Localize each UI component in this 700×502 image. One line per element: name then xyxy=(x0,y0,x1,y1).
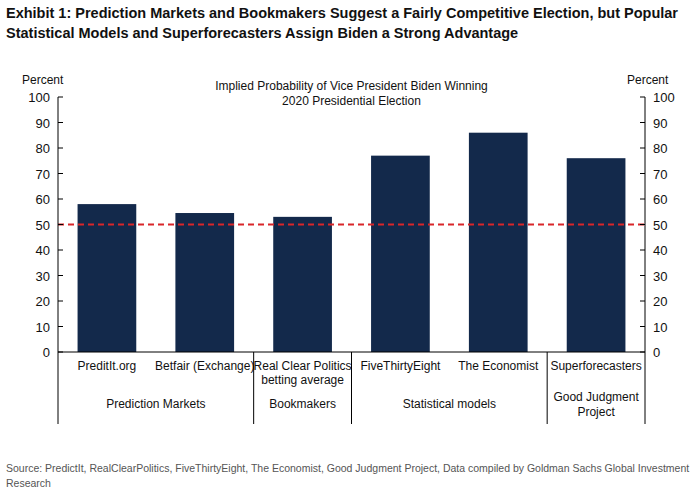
y-tick-label: 20 xyxy=(36,294,50,309)
bar xyxy=(371,156,430,352)
group-label: Prediction Markets xyxy=(106,397,205,411)
y2-tick-label: 60 xyxy=(653,192,667,207)
y-tick xyxy=(58,250,63,251)
y2-tick-label: 30 xyxy=(653,269,667,284)
group-separator xyxy=(547,352,548,424)
y-tick-label: 50 xyxy=(36,218,50,233)
y2-tick xyxy=(640,352,645,353)
y-tick-label: 90 xyxy=(36,116,50,131)
group-label: Statistical models xyxy=(403,397,496,411)
x-tick-label: Real Clear Politicsbetting average xyxy=(254,359,352,387)
bar xyxy=(78,204,137,352)
group-separator xyxy=(645,352,646,424)
plot-area xyxy=(58,133,645,352)
y2-tick xyxy=(640,250,645,251)
group-label: Bookmakers xyxy=(269,397,336,411)
bar xyxy=(175,213,234,352)
y2-tick-label: 100 xyxy=(653,90,675,105)
title: Exhibit 1: Prediction Markets and Bookma… xyxy=(6,5,678,41)
group-separator xyxy=(58,352,59,424)
y2-tick xyxy=(640,97,645,98)
y-axis-label: Percent xyxy=(22,73,64,87)
group-separator xyxy=(351,352,352,424)
y-tick xyxy=(58,199,63,200)
chart: Exhibit 1: Prediction Markets and Bookma… xyxy=(0,0,700,502)
y-tick xyxy=(58,275,63,276)
y-tick xyxy=(58,224,63,225)
y2-tick-label: 0 xyxy=(653,345,660,360)
y-tick xyxy=(58,326,63,327)
y-tick xyxy=(58,352,63,353)
x-tick-label: FiveThirtyEight xyxy=(360,359,441,373)
y-tick xyxy=(58,97,63,98)
y-tick-label: 10 xyxy=(36,320,50,335)
x-tick-label: The Economist xyxy=(458,359,539,373)
reference-line xyxy=(58,224,645,226)
group-label: Good JudgmentProject xyxy=(553,390,639,419)
y2-tick xyxy=(640,301,645,302)
group-separator xyxy=(253,352,254,424)
y-tick-label: 80 xyxy=(36,141,50,156)
y2-tick xyxy=(640,224,645,225)
y2-tick-label: 90 xyxy=(653,116,667,131)
x-tick-label: Betfair (Exchange) xyxy=(155,359,254,373)
y-tick-label: 70 xyxy=(36,167,50,182)
subtitle: Implied Probability of Vice President Bi… xyxy=(215,79,488,108)
x-tick-label: PreditIt.org xyxy=(78,359,137,373)
y-tick-label: 0 xyxy=(43,345,50,360)
y2-tick-label: 10 xyxy=(653,320,667,335)
y2-tick xyxy=(640,122,645,123)
y2-tick xyxy=(640,173,645,174)
y-tick xyxy=(58,173,63,174)
y-tick xyxy=(58,301,63,302)
y2-tick xyxy=(640,199,645,200)
y2-tick-label: 40 xyxy=(653,243,667,258)
y2-axis-label: Percent xyxy=(627,73,669,87)
y2-tick-label: 20 xyxy=(653,294,667,309)
source: Source: PredictIt, RealClearPolitics, Fi… xyxy=(6,462,689,489)
bar xyxy=(469,133,528,352)
y2-tick-label: 70 xyxy=(653,167,667,182)
y-tick xyxy=(58,122,63,123)
x-tick-label: Superforecasters xyxy=(550,359,641,373)
y-tick-label: 40 xyxy=(36,243,50,258)
y2-tick-label: 80 xyxy=(653,141,667,156)
y-tick-label: 100 xyxy=(28,90,50,105)
bar xyxy=(567,158,626,352)
y2-tick xyxy=(640,326,645,327)
y-tick-label: 30 xyxy=(36,269,50,284)
y2-tick xyxy=(640,148,645,149)
y-tick-label: 60 xyxy=(36,192,50,207)
y2-tick xyxy=(640,275,645,276)
y2-tick-label: 50 xyxy=(653,218,667,233)
bar xyxy=(273,217,332,352)
y-tick xyxy=(58,148,63,149)
